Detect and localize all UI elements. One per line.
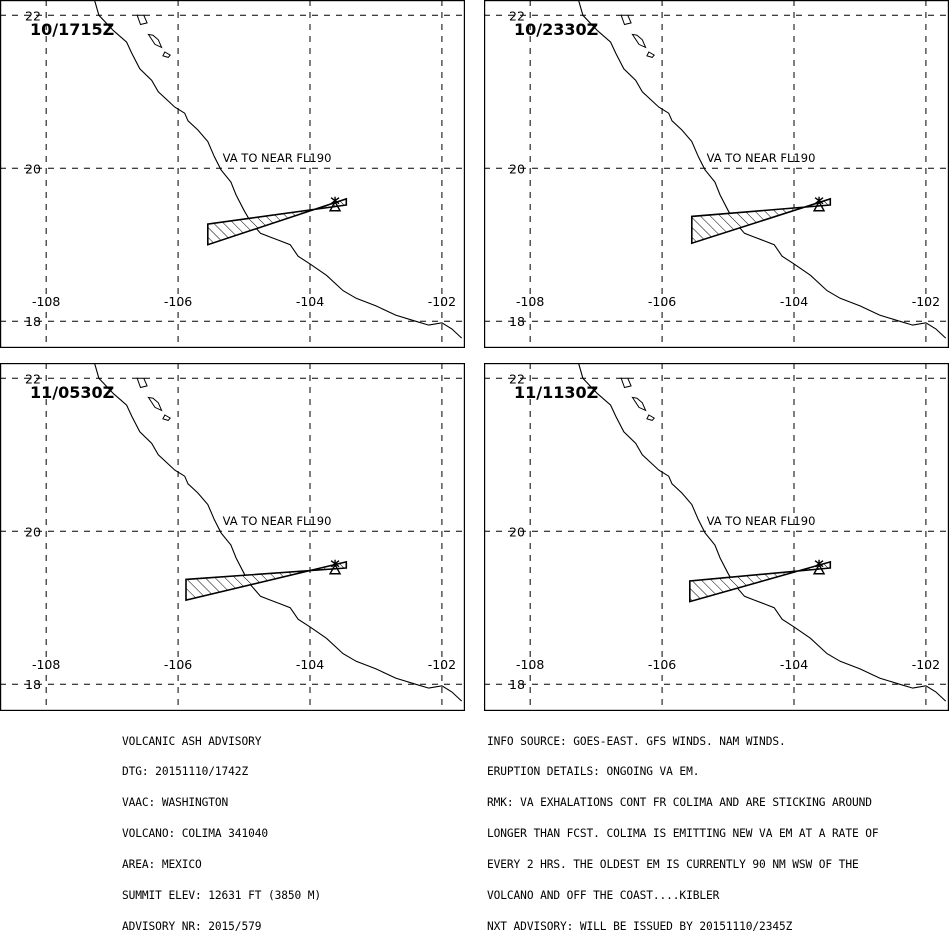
longitude-tick-label: -102: [912, 657, 940, 672]
advisory-line: SUMMIT ELEV: 12631 FT (3850 M): [122, 891, 321, 901]
eruption-marker-icon: [331, 197, 339, 204]
advisory-line: AREA: MEXICO: [122, 860, 321, 870]
longitude-tick-label: -104: [780, 294, 808, 309]
forecast-panel-1: VA TO NEAR FL190 22 20 18 -108 -106 -104 -102 10…: [0, 0, 465, 348]
longitude-tick-label: -108: [516, 657, 544, 672]
coastline: [92, 0, 461, 338]
island: [163, 415, 170, 420]
advisory-line: RMK: VA EXHALATIONS CONT FR COLIMA AND A…: [487, 798, 879, 808]
advisory-line: VOLCANIC ASH ADVISORY: [122, 737, 321, 747]
island: [137, 378, 147, 387]
latitude-tick-label: 18: [509, 314, 525, 329]
ash-cloud-polygon: [692, 199, 831, 243]
ash-cloud-polygon: [208, 199, 346, 245]
advisory-info-left: VOLCANIC ASH ADVISORY DTG: 20151110/1742…: [122, 716, 321, 943]
longitude-tick-label: -106: [164, 294, 192, 309]
latitude-tick-label: 20: [509, 161, 525, 176]
latitude-tick-label: 20: [25, 524, 41, 539]
longitude-tick-label: -102: [428, 657, 456, 672]
island: [632, 34, 645, 47]
latitude-tick-label: 20: [25, 161, 41, 176]
forecast-time-label: 10/2330Z: [514, 20, 598, 39]
forecast-panel-3: VA TO NEAR FL190 22 20 18 -108 -106 -104 -102 11…: [0, 363, 465, 711]
eruption-marker-icon: [815, 197, 823, 204]
advisory-info-right: INFO SOURCE: GOES-EAST. GFS WINDS. NAM W…: [487, 716, 879, 943]
advisory-line: EVERY 2 HRS. THE OLDEST EM IS CURRENTLY …: [487, 860, 879, 870]
flight-level-label: VA TO NEAR FL190: [223, 151, 332, 165]
advisory-line: VOLCANO AND OFF THE COAST....KIBLER: [487, 891, 879, 901]
island: [647, 415, 654, 420]
advisory-line: DTG: 20151110/1742Z: [122, 767, 321, 777]
eruption-marker-icon: [815, 560, 823, 567]
longitude-tick-label: -104: [780, 657, 808, 672]
longitude-tick-label: -104: [296, 294, 324, 309]
advisory-line: ERUPTION DETAILS: ONGOING VA EM.: [487, 767, 879, 777]
flight-level-label: VA TO NEAR FL190: [707, 151, 816, 165]
latitude-tick-label: 20: [509, 524, 525, 539]
longitude-tick-label: -102: [912, 294, 940, 309]
island: [621, 378, 631, 387]
island: [148, 34, 161, 47]
panel-frame: [1, 364, 465, 711]
island: [148, 397, 161, 410]
coastline: [576, 363, 945, 701]
longitude-tick-label: -106: [164, 657, 192, 672]
ash-cloud-polygon: [186, 562, 346, 600]
longitude-tick-label: -108: [32, 657, 60, 672]
island: [647, 52, 654, 57]
advisory-line: NXT ADVISORY: WILL BE ISSUED BY 20151110…: [487, 922, 879, 932]
island: [632, 397, 645, 410]
advisory-line: VOLCANO: COLIMA 341040: [122, 829, 321, 839]
advisory-line: ADVISORY NR: 2015/579: [122, 922, 321, 932]
forecast-panel-2: VA TO NEAR FL190 22 20 18 -108 -106 -104 -102 10…: [484, 0, 949, 348]
coastline: [92, 363, 461, 701]
forecast-time-label: 11/1130Z: [514, 383, 598, 402]
latitude-tick-label: 18: [509, 677, 525, 692]
island: [137, 15, 147, 24]
forecast-panel-4: VA TO NEAR FL190 22 20 18 -108 -106 -104 -102 11…: [484, 363, 949, 711]
forecast-time-label: 11/0530Z: [30, 383, 114, 402]
longitude-tick-label: -106: [648, 294, 676, 309]
forecast-time-label: 10/1715Z: [30, 20, 114, 39]
panel-frame: [1, 1, 465, 348]
advisory-line: LONGER THAN FCST. COLIMA IS EMITTING NEW…: [487, 829, 879, 839]
flight-level-label: VA TO NEAR FL190: [707, 514, 816, 528]
panel-frame: [485, 364, 949, 711]
flight-level-label: VA TO NEAR FL190: [223, 514, 332, 528]
latitude-tick-label: 18: [25, 677, 41, 692]
island: [163, 52, 170, 57]
coastline: [576, 0, 945, 338]
longitude-tick-label: -104: [296, 657, 324, 672]
longitude-tick-label: -106: [648, 657, 676, 672]
longitude-tick-label: -108: [32, 294, 60, 309]
advisory-line: VAAC: WASHINGTON: [122, 798, 321, 808]
longitude-tick-label: -102: [428, 294, 456, 309]
latitude-tick-label: 18: [25, 314, 41, 329]
ash-cloud-polygon: [690, 562, 831, 602]
island: [621, 15, 631, 24]
panel-frame: [485, 1, 949, 348]
advisory-line: INFO SOURCE: GOES-EAST. GFS WINDS. NAM W…: [487, 737, 879, 747]
longitude-tick-label: -108: [516, 294, 544, 309]
